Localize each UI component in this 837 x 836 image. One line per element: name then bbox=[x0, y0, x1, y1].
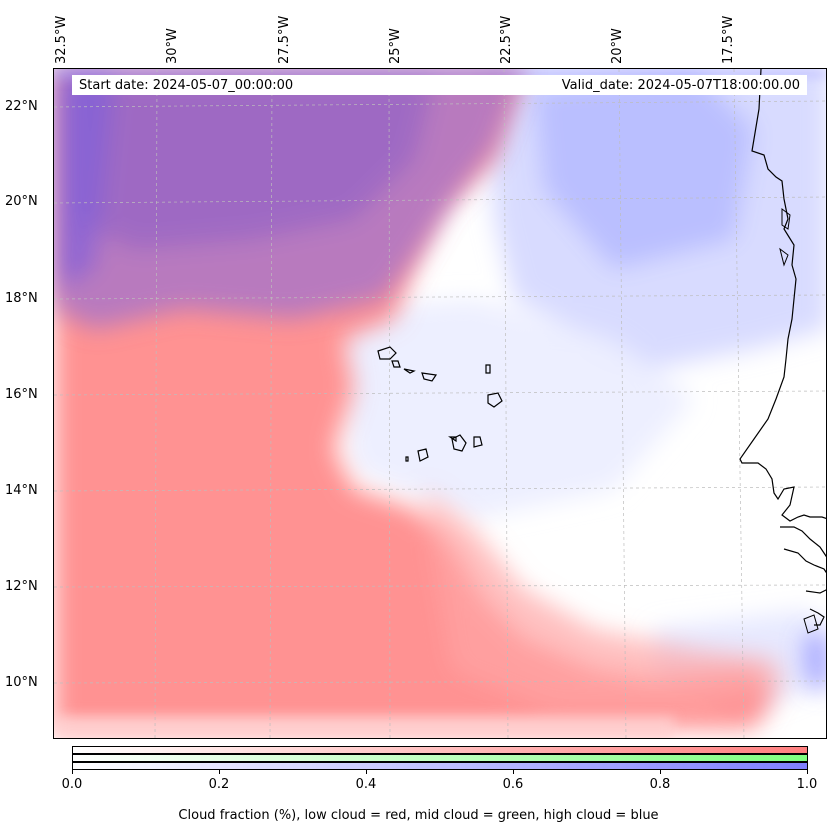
colorbar-low-cloud bbox=[72, 746, 808, 754]
valid-date-label: Valid_date: 2024-05-07T18:00:00.00 bbox=[561, 78, 800, 93]
lon-label-32-5w: 32.5°W bbox=[54, 15, 69, 64]
coastline bbox=[739, 69, 826, 626]
start-date-label: Start date: 2024-05-07_00:00:00 bbox=[79, 78, 294, 93]
colorbar-tick bbox=[72, 770, 73, 774]
colorbar-tick-label: 0.4 bbox=[355, 777, 377, 792]
colorbar-tick bbox=[807, 770, 808, 774]
colorbar-tick-label: 0.2 bbox=[208, 777, 230, 792]
colorbar-high-cloud bbox=[72, 762, 808, 770]
lat-label-10n: 10°N bbox=[5, 675, 38, 690]
colorbar bbox=[72, 746, 808, 770]
lat-label-18n: 18°N bbox=[5, 291, 38, 306]
cape-verde-islands bbox=[377, 346, 503, 462]
colorbar-tick bbox=[219, 770, 220, 774]
lat-label-16n: 16°N bbox=[5, 387, 38, 402]
lon-label-20w: 20°W bbox=[610, 28, 625, 64]
edge-haze bbox=[54, 69, 826, 738]
lat-label-12n: 12°N bbox=[5, 579, 38, 594]
colorbar-tick-label: 1.0 bbox=[796, 777, 818, 792]
date-info-bar: Start date: 2024-05-07_00:00:00 Valid_da… bbox=[72, 75, 807, 95]
colorbar-caption: Cloud fraction (%), low cloud = red, mid… bbox=[178, 808, 659, 823]
lon-label-17-5w: 17.5°W bbox=[721, 15, 736, 64]
colorbar-tick bbox=[366, 770, 367, 774]
graticule bbox=[54, 69, 826, 738]
high-cloud-north bbox=[54, 69, 826, 689]
lat-label-20n: 20°N bbox=[5, 194, 38, 209]
lat-label-22n: 22°N bbox=[5, 99, 38, 114]
colorbar-tick bbox=[660, 770, 661, 774]
colorbar-tick-label: 0.6 bbox=[502, 777, 524, 792]
lon-label-30w: 30°W bbox=[165, 28, 180, 64]
lon-label-25w: 25°W bbox=[388, 28, 403, 64]
colorbar-mid-cloud bbox=[72, 754, 808, 762]
cloud-fraction-map bbox=[53, 68, 827, 739]
lon-label-22-5w: 22.5°W bbox=[499, 15, 514, 64]
colorbar-tick bbox=[513, 770, 514, 774]
map-canvas bbox=[54, 69, 826, 738]
lon-label-27-5w: 27.5°W bbox=[277, 15, 292, 64]
lat-label-14n: 14°N bbox=[5, 483, 38, 498]
high-cloud-haze bbox=[334, 69, 826, 709]
colorbar-tick-label: 0.0 bbox=[61, 777, 83, 792]
colorbar-tick-label: 0.8 bbox=[649, 777, 671, 792]
